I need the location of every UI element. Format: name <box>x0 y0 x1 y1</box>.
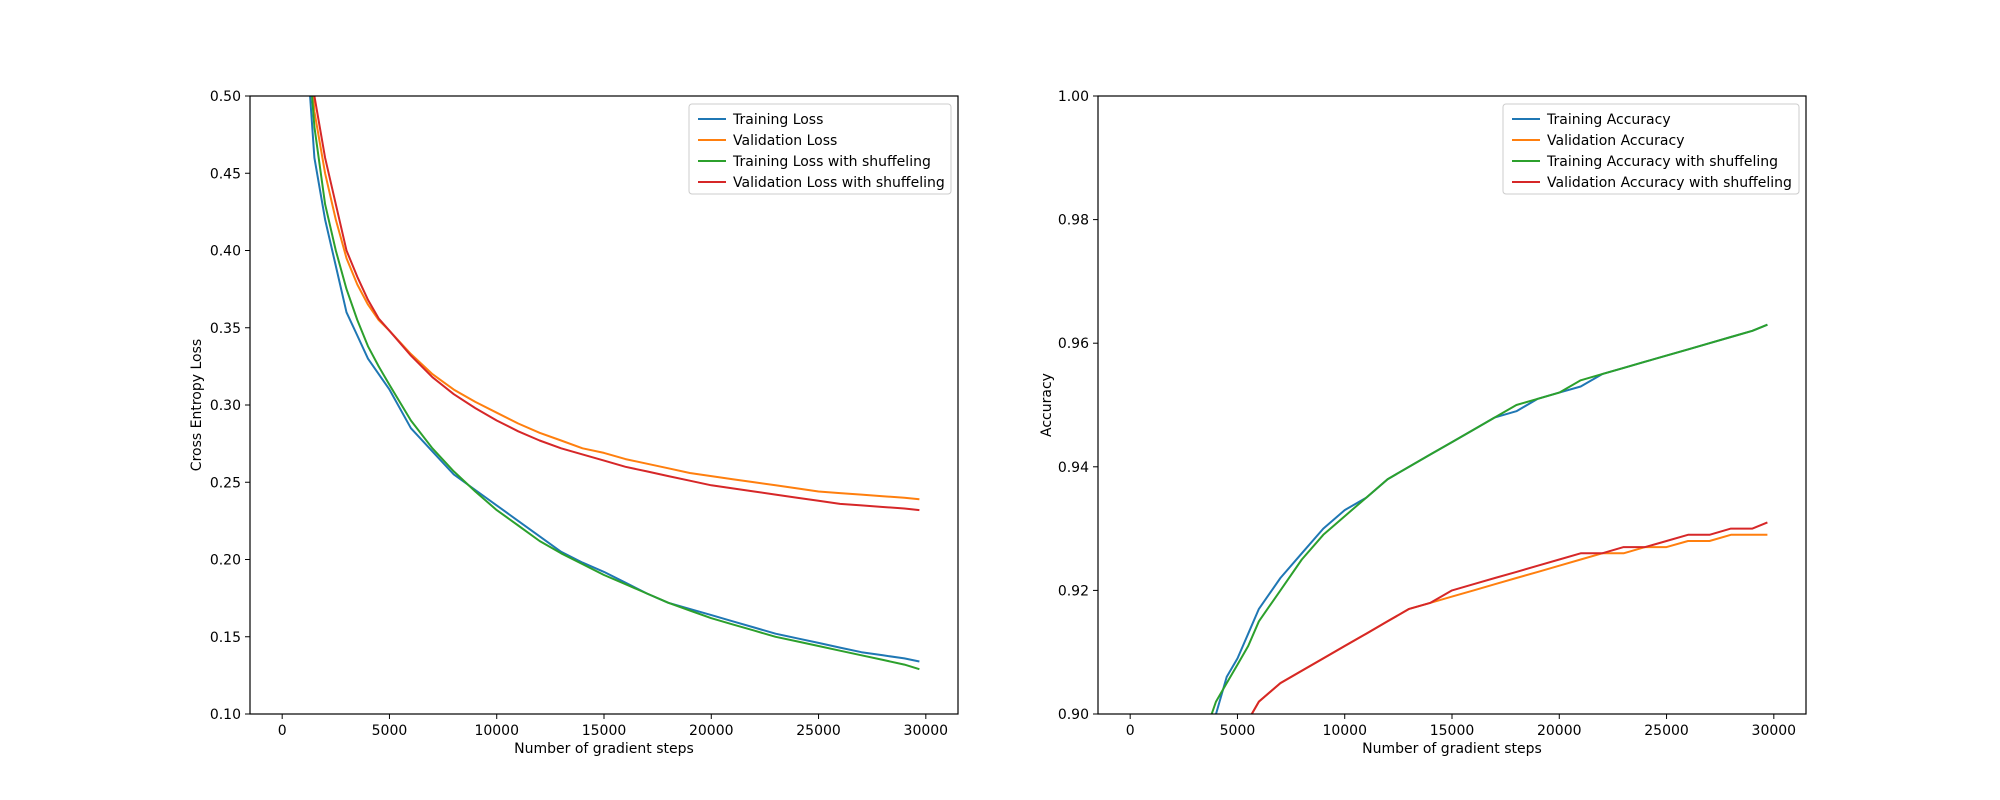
y-tick-label: 0.25 <box>210 475 241 491</box>
legend-entry: Validation Accuracy <box>1547 133 1685 149</box>
x-tick-label: 15000 <box>582 723 627 739</box>
legend-box <box>1502 103 1800 195</box>
y-tick-label: 0.40 <box>210 244 241 260</box>
series-line-1 <box>309 96 920 663</box>
x-tick-label: 5000 <box>372 723 408 739</box>
x-tick-label: 20000 <box>1537 723 1582 739</box>
legend: Training Loss Validation Loss Training Los… <box>688 103 952 195</box>
series-line-3 <box>1210 323 1768 714</box>
y-axis-label: Cross Entropy Loss <box>189 339 205 471</box>
series-line-4 <box>1250 521 1768 714</box>
y-tick-label: 0.90 <box>1058 707 1089 723</box>
legend-entry: Validation Loss <box>733 133 837 149</box>
legend: Training Accuracy Validation Accuracy Trai… <box>1502 103 1800 195</box>
x-tick-label: 20000 <box>689 723 734 739</box>
x-axis-label: Number of gradient steps <box>514 741 694 757</box>
y-tick-label: 1.00 <box>1058 89 1089 105</box>
series-line-4 <box>313 96 920 512</box>
y-tick-label: 0.50 <box>210 89 241 105</box>
y-tick-label: 0.10 <box>210 707 241 723</box>
legend-entry: Validation Accuracy with shuffeling <box>1547 175 1792 191</box>
y-tick-label: 0.45 <box>210 166 241 182</box>
y-tick-label: 0.98 <box>1058 213 1089 229</box>
x-tick-label: 30000 <box>1752 723 1797 739</box>
legend-box <box>688 103 952 195</box>
y-tick-label: 0.94 <box>1058 460 1089 476</box>
y-tick-label: 0.30 <box>210 398 241 414</box>
y-tick-label: 0.20 <box>210 553 241 569</box>
legend-entry: Validation Loss with shuffeling <box>733 175 945 191</box>
legend-entry: Training Loss with shuffeling <box>732 154 931 170</box>
series-line-2 <box>312 96 920 501</box>
x-axis-label: Number of gradient steps <box>1362 741 1542 757</box>
x-tick-label: 15000 <box>1430 723 1475 739</box>
x-tick-label: 0 <box>1126 723 1135 739</box>
y-tick-label: 0.35 <box>210 321 241 337</box>
y-axis-label: Accuracy <box>1039 373 1055 437</box>
x-tick-label: 25000 <box>1644 723 1689 739</box>
y-tick-label: 0.92 <box>1058 583 1089 599</box>
legend-entry: Training Accuracy <box>1546 112 1671 128</box>
series-line-1 <box>1214 323 1768 714</box>
legend-entry: Training Loss <box>732 112 823 128</box>
loss-chart: 0 5000 10000 15000 20000 25000 30000 0.10 0.15 0.… <box>189 89 959 757</box>
y-tick-label: 0.96 <box>1058 336 1089 352</box>
x-tick-label: 5000 <box>1220 723 1256 739</box>
series-line-2 <box>1250 533 1768 714</box>
x-tick-label: 25000 <box>796 723 841 739</box>
legend-entry: Training Accuracy with shuffeling <box>1546 154 1778 170</box>
x-tick-label: 10000 <box>1322 723 1367 739</box>
series-line-3 <box>310 96 920 671</box>
y-tick-label: 0.15 <box>210 630 241 646</box>
x-tick-label: 10000 <box>474 723 519 739</box>
x-tick-label: 0 <box>278 723 287 739</box>
accuracy-chart: 0 5000 10000 15000 20000 25000 30000 0.90 0.92 0.… <box>1039 89 1807 757</box>
x-tick-label: 30000 <box>904 723 949 739</box>
